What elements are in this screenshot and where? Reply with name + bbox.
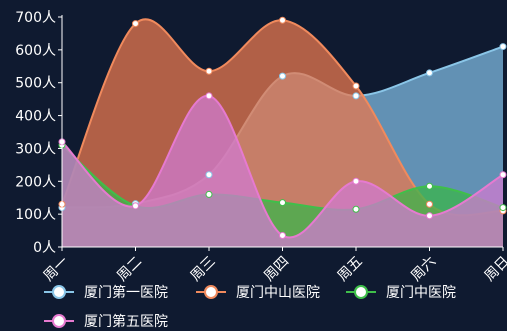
data-point[interactable]: [279, 199, 286, 207]
data-point[interactable]: [132, 202, 139, 210]
y-tick-label: 500人: [15, 76, 56, 92]
x-tick-label: 周四: [261, 253, 292, 284]
y-tick-label: 600人: [15, 43, 56, 59]
data-point[interactable]: [279, 16, 286, 24]
legend-item[interactable]: 厦门中医院: [346, 285, 456, 301]
data-point[interactable]: [279, 72, 286, 80]
data-point[interactable]: [426, 212, 433, 220]
data-point[interactable]: [499, 43, 507, 51]
legend-marker: [354, 285, 368, 299]
x-tick-label: 周二: [114, 253, 145, 284]
legend-marker: [52, 285, 66, 299]
legend-item[interactable]: 厦门中山医院: [196, 285, 320, 301]
data-point[interactable]: [499, 171, 507, 179]
y-tick-label: 100人: [15, 207, 56, 223]
data-point[interactable]: [205, 67, 213, 75]
y-tick-label: 300人: [15, 141, 56, 157]
data-point[interactable]: [205, 171, 213, 179]
series-group: [61, 18, 504, 248]
data-point[interactable]: [205, 92, 213, 100]
data-point[interactable]: [352, 177, 360, 185]
x-tick-label: 周三: [188, 253, 219, 284]
data-point[interactable]: [499, 204, 507, 212]
data-point[interactable]: [426, 200, 433, 208]
data-point[interactable]: [279, 232, 286, 239]
legend-item[interactable]: 厦门第五医院: [44, 313, 168, 330]
legend-label: 厦门中山医院: [236, 285, 320, 301]
points-group: [58, 16, 507, 239]
legend-marker: [204, 285, 218, 299]
legend-label: 厦门第五医院: [84, 313, 168, 330]
y-tick-label: 400人: [15, 109, 56, 125]
x-tick-label: 周六: [408, 253, 439, 284]
data-point[interactable]: [352, 92, 360, 100]
data-point[interactable]: [205, 190, 213, 198]
x-tick-label: 周日: [482, 253, 507, 284]
y-tick-label: 700人: [15, 10, 56, 26]
y-tick-label: 200人: [15, 174, 56, 190]
legend-item[interactable]: 厦门第一医院: [44, 284, 168, 301]
legend-label: 厦门第一医院: [84, 284, 168, 301]
data-point[interactable]: [426, 182, 433, 190]
series-area-4: [62, 95, 503, 247]
data-point[interactable]: [132, 20, 139, 28]
legend-label: 厦门中医院: [386, 285, 456, 301]
data-point[interactable]: [426, 69, 433, 77]
data-point[interactable]: [352, 205, 360, 213]
x-tick-label: 周五: [335, 253, 366, 284]
data-point[interactable]: [352, 82, 360, 90]
legend-marker: [52, 314, 66, 328]
y-tick-label: 0人: [33, 240, 56, 256]
x-tick-label: 周一: [41, 253, 72, 284]
